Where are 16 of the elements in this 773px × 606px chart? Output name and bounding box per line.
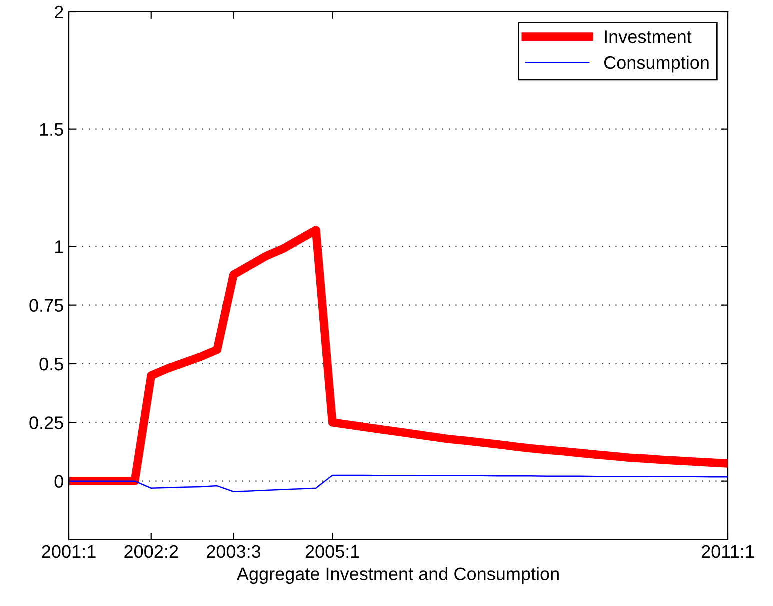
y-tick-label: 0.25 xyxy=(30,416,64,430)
y-tick-label: 0.5 xyxy=(40,358,64,371)
legend-label: Investment xyxy=(605,30,692,44)
x-tick-label: 2005:1 xyxy=(306,545,360,558)
line-series xyxy=(69,474,728,493)
x-axis-title: Aggregate Investment and Consumption xyxy=(236,567,559,584)
x-tick-label: 2001:1 xyxy=(42,545,96,558)
x-tick-label: 2011:1 xyxy=(702,545,754,558)
x-tick-label: 2003:3 xyxy=(207,545,261,558)
y-tick-label: 1.5 xyxy=(40,123,64,136)
y-tick-label: 1 xyxy=(55,240,64,254)
y-tick-label: 2 xyxy=(55,6,64,19)
y-tick-label: 0 xyxy=(54,475,64,488)
x-tick-label: 2002:2 xyxy=(124,545,178,558)
legend-label: Consumption xyxy=(604,56,709,73)
y-tick-label: 0.75 xyxy=(30,299,64,312)
